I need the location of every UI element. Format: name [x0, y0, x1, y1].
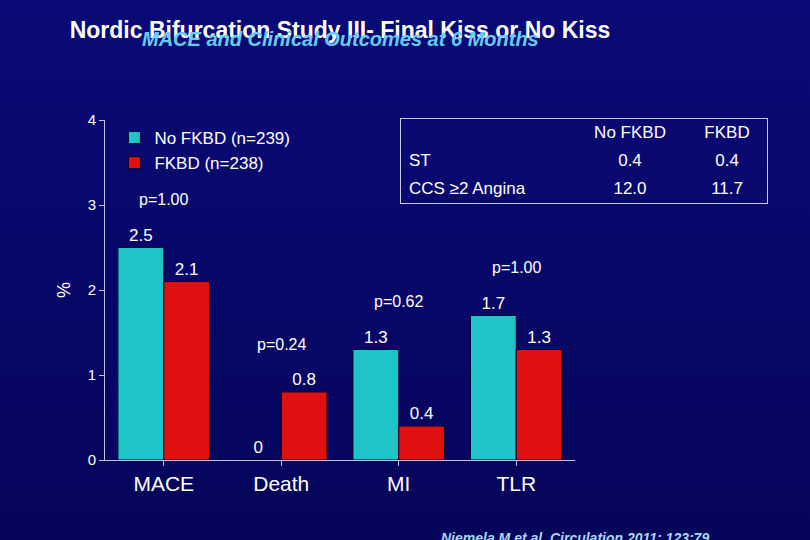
svg-text:Death: Death: [253, 472, 309, 495]
svg-text:p=0.62: p=0.62: [374, 293, 423, 310]
svg-text:MI: MI: [387, 472, 410, 495]
svg-text:Niemela M et al. Circulation 2: Niemela M et al. Circulation 2011: 123:7…: [441, 530, 709, 540]
svg-text:MACE and Clinical Outcomes at: MACE and Clinical Outcomes at 6 Months: [142, 28, 539, 50]
html-text:CCS ≥2 Angina: CCS ≥2 Angina: [409, 179, 526, 198]
svg-text:1.3: 1.3: [364, 328, 388, 347]
svg-text:2: 2: [88, 281, 96, 298]
svg-text:TLR: TLR: [496, 472, 536, 495]
svg-text:MACE: MACE: [133, 472, 194, 495]
html-text:0.4: 0.4: [715, 151, 739, 170]
svg-text:p=1.00: p=1.00: [139, 191, 188, 208]
svg-text:FKBD (n=238): FKBD (n=238): [154, 154, 263, 173]
svg-text:Nordic Bifurcation Study III-: Nordic Bifurcation Study III- Final Kiss…: [70, 17, 611, 43]
html-text:12.0: 12.0: [613, 179, 647, 198]
html-text:ST: ST: [409, 151, 431, 170]
svg-text:2.1: 2.1: [175, 260, 199, 279]
svg-text:1: 1: [88, 366, 96, 383]
html-text:No FKBD: No FKBD: [594, 123, 666, 142]
html-text:0.4: 0.4: [618, 151, 642, 170]
svg-text:0.4: 0.4: [410, 404, 434, 423]
html-text:11.7: 11.7: [711, 179, 743, 198]
svg-text:%: %: [54, 282, 74, 298]
svg-text:2.5: 2.5: [129, 226, 153, 245]
svg-text:4: 4: [88, 111, 96, 128]
svg-text:1.3: 1.3: [527, 328, 551, 347]
svg-text:p=0.24: p=0.24: [257, 336, 306, 353]
svg-text:0: 0: [88, 451, 96, 468]
svg-text:0: 0: [254, 438, 263, 457]
svg-text:p=1.00: p=1.00: [492, 259, 541, 276]
svg-text:1.7: 1.7: [482, 294, 506, 313]
svg-text:No FKBD (n=239): No FKBD (n=239): [154, 129, 290, 148]
svg-text:0.8: 0.8: [292, 370, 316, 389]
html-text:FKBD: FKBD: [704, 123, 750, 142]
svg-text:3: 3: [88, 196, 96, 213]
